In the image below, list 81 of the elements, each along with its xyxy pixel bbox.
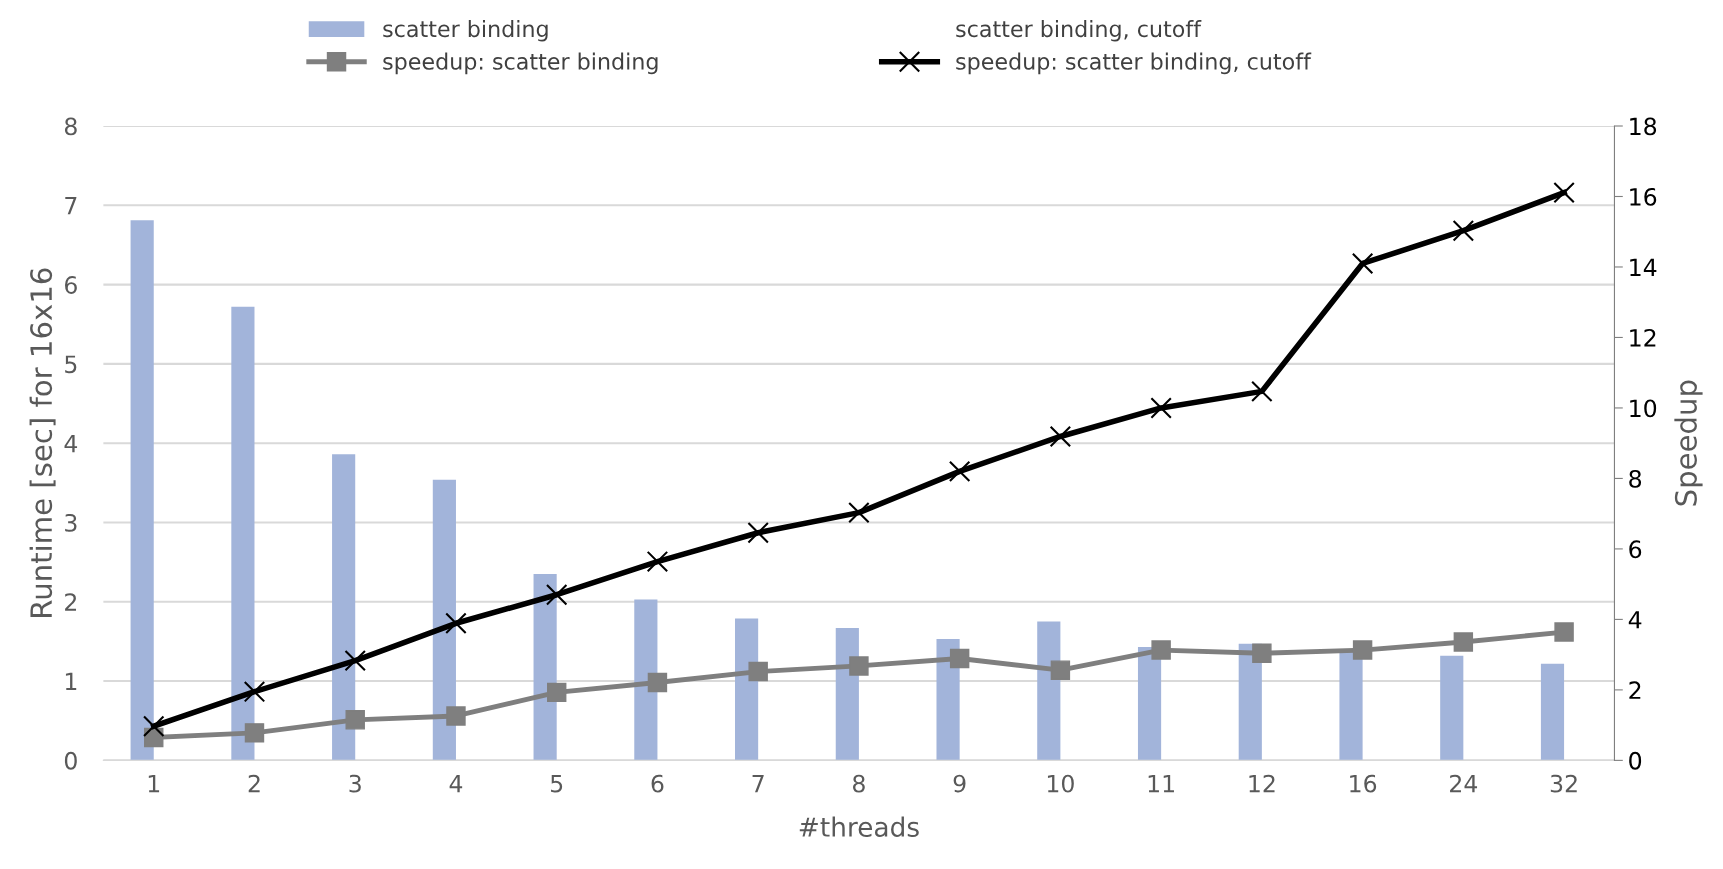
x-tick-label: 1: [148, 774, 160, 793]
x-tick-label: 11: [1148, 774, 1174, 793]
x-tick-label: 24: [1450, 774, 1478, 793]
point: [1150, 397, 1172, 419]
y-tick-label: 5: [65, 355, 77, 374]
x-tick-label: 9: [953, 774, 966, 793]
y-tick-label: 2: [65, 593, 77, 611]
point: [647, 672, 668, 693]
x-tick-label: 2: [248, 774, 260, 793]
y-tick-label: 3: [65, 513, 77, 532]
legend-label: speedup: scatter binding, cutoff: [956, 52, 1312, 75]
point: [1049, 425, 1072, 448]
y2-axis-title: Speedup: [1674, 380, 1703, 506]
x-tick-label: 16: [1350, 774, 1377, 793]
y2-tick-label: 4: [1628, 611, 1642, 629]
bar: [1037, 621, 1061, 761]
x-tick-label: 10: [1047, 774, 1074, 793]
point: [1452, 219, 1475, 242]
point: [446, 706, 466, 726]
point: [1453, 632, 1474, 652]
bar: [835, 627, 859, 761]
y-axis-title: Runtime [sec] for 16x16: [29, 268, 56, 617]
point: [1252, 643, 1272, 663]
x-tick-label: 3: [349, 774, 361, 793]
legend-label: scatter binding: [383, 20, 548, 42]
y2-tick-label: 0: [1629, 751, 1642, 770]
bar: [1540, 663, 1565, 761]
bar: [130, 220, 154, 761]
x-tick-label: 5: [551, 774, 563, 793]
bar: [1137, 646, 1162, 761]
bar: [432, 479, 456, 761]
point: [345, 710, 365, 730]
x-tick-label: 4: [449, 774, 463, 793]
bar: [1440, 655, 1464, 761]
x-tick-label: 12: [1249, 774, 1275, 793]
point: [1251, 380, 1273, 403]
legend-label: speedup: scatter binding: [383, 52, 658, 75]
x-tick-label: 8: [853, 774, 865, 793]
y2-tick-label: 8: [1629, 469, 1642, 488]
text: scatter binding, cutoff: [956, 20, 1202, 42]
y-tick-label: 1: [65, 672, 77, 691]
y2-tick-label: 14: [1630, 258, 1657, 276]
bar: [231, 306, 255, 761]
point: [948, 460, 971, 483]
x-tick-label: 32: [1550, 774, 1577, 793]
point: [244, 723, 265, 743]
y2-tick-label: 2: [1629, 681, 1641, 699]
bar: [634, 599, 658, 761]
x-tick-label: 6: [651, 774, 664, 793]
point: [445, 612, 467, 635]
point: [849, 656, 869, 676]
point: [1554, 622, 1574, 642]
y2-tick-label: 16: [1630, 187, 1657, 206]
y-tick-label: 7: [65, 197, 77, 215]
point: [243, 680, 266, 703]
y2-tick-label: 10: [1630, 399, 1657, 418]
point: [1151, 640, 1171, 660]
y-tick-label: 8: [64, 117, 77, 136]
point: [949, 648, 970, 669]
x-tick-label: 7: [752, 774, 764, 793]
point: [1352, 640, 1373, 660]
point: [545, 583, 568, 606]
point: [344, 649, 366, 672]
point: [748, 661, 768, 682]
point: [142, 715, 165, 737]
y2-tick-label: 6: [1629, 540, 1642, 559]
y2-tick-label: 18: [1630, 117, 1657, 136]
x-axis-title: #threads: [799, 816, 919, 837]
point: [747, 521, 769, 544]
bar: [332, 454, 356, 761]
y2-tick-label: 12: [1630, 328, 1656, 347]
point: [848, 501, 870, 524]
point: [646, 550, 669, 573]
y-tick-label: 0: [64, 751, 77, 770]
point: [1050, 660, 1071, 680]
y-tick-label: 4: [64, 434, 78, 453]
point: [1351, 252, 1374, 275]
bar: [735, 618, 759, 761]
point: [1553, 181, 1575, 204]
y-tick-label: 6: [65, 276, 77, 294]
point: [546, 682, 567, 703]
